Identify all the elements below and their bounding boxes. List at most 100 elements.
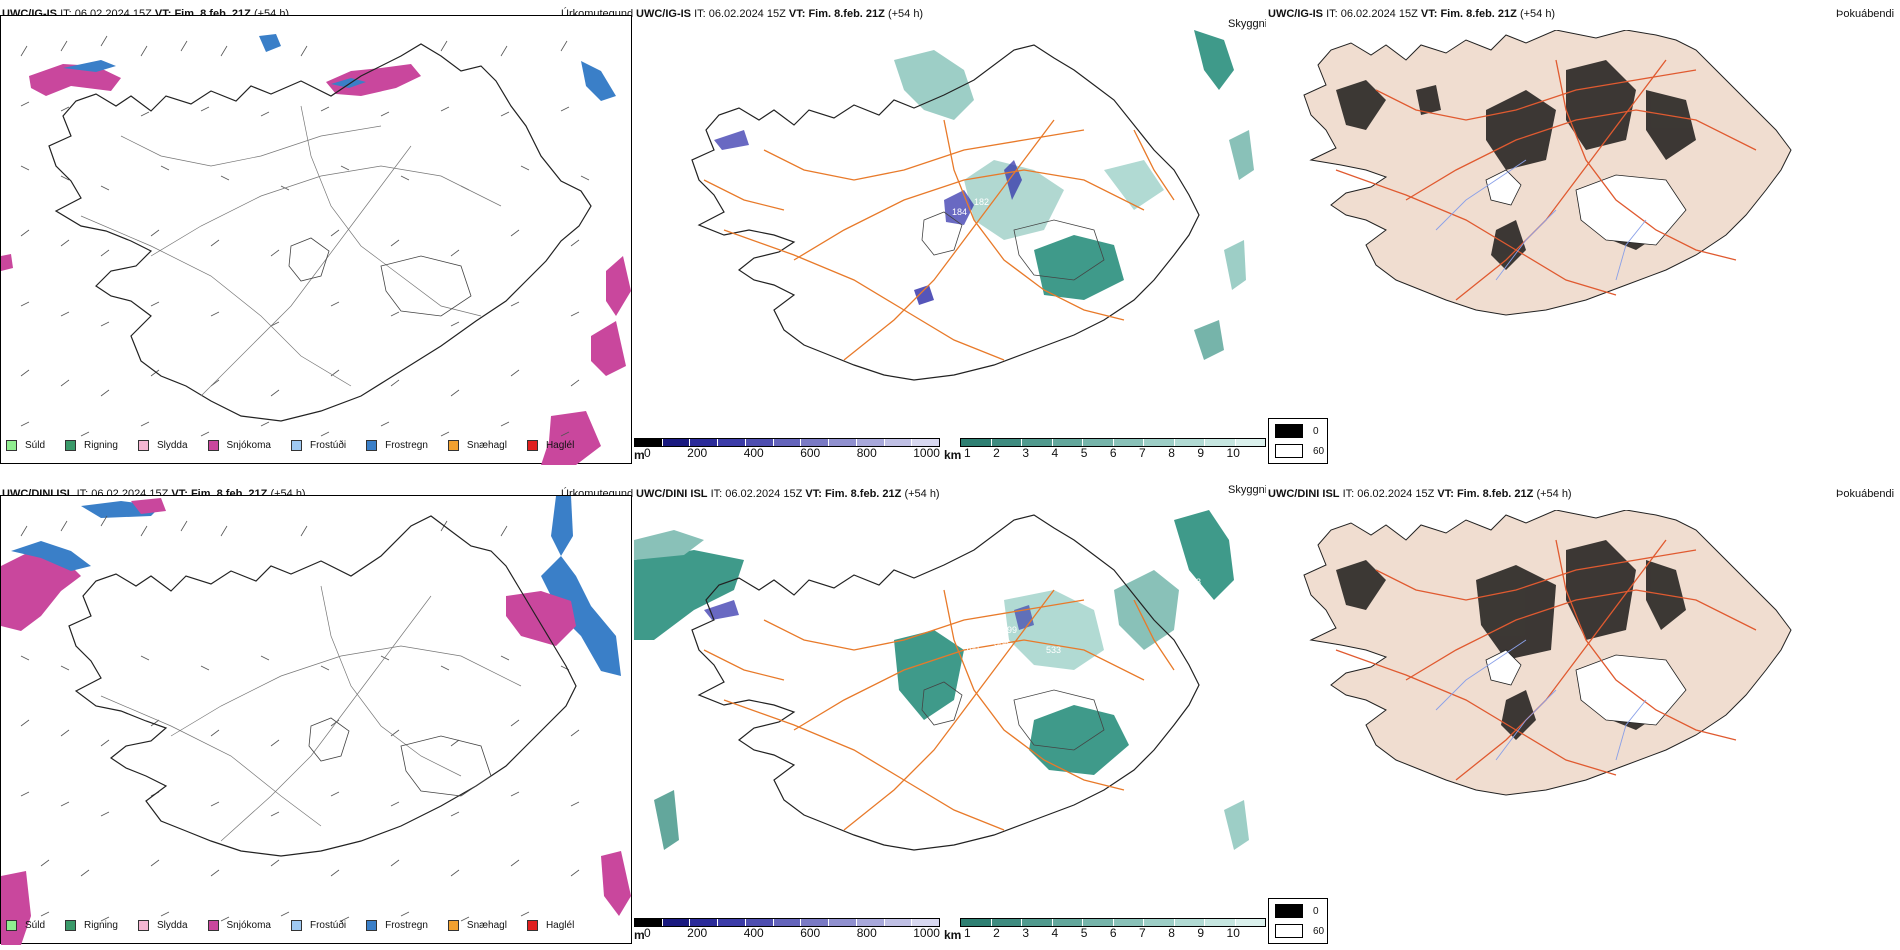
precip-panel-row2: UWC/DINI ISL IT: 06.02.2024 15Z VT: Fim.…: [0, 480, 634, 950]
snow-area: [259, 34, 281, 52]
panel-title: UWC/IG-IS IT: 06.02.2024 15Z VT: Fim. 8.…: [636, 8, 924, 20]
colorbar-cell: [718, 439, 746, 446]
legend-item: Frostúði: [290, 440, 346, 451]
panel-title: UWC/DINI ISL IT: 06.02.2024 15Z VT: Fim.…: [636, 488, 940, 500]
ceiling-value: 468: [964, 642, 979, 652]
glacier: [1013, 689, 1105, 751]
frz-rain-area: [551, 496, 573, 556]
ceiling-value: 699: [1002, 625, 1017, 635]
ceiling-value: 533: [1112, 701, 1127, 711]
low-ceiling-area: [944, 190, 974, 225]
frz-rain-area: [63, 60, 116, 72]
legend-swatch: [366, 440, 378, 451]
legend-item: Snjókoma: [207, 920, 271, 931]
snow-area: [131, 498, 166, 514]
colorbar-cell: [1174, 439, 1205, 446]
legend-item: Rigning: [65, 920, 118, 931]
iceland-precip-map: [1, 496, 631, 945]
legend-item: Snæhagl: [447, 920, 507, 931]
legend-item: Slydda: [137, 920, 188, 931]
ceiling-unit: m: [634, 928, 645, 942]
colorbar-cell: [856, 439, 885, 446]
snow-area: [1, 871, 31, 945]
snow-free-area: [1575, 174, 1687, 246]
ceiling-unit: m: [634, 448, 645, 462]
glacier: [921, 211, 963, 256]
colorbar-cell: [1022, 439, 1053, 446]
legend-item: Frostregn: [366, 920, 428, 931]
ceiling-ticks: 0 200 400 600 800 1000: [644, 926, 940, 940]
glacier: [921, 681, 963, 726]
fog-low-swatch: [1275, 424, 1303, 438]
fog-legend: 0 60: [1268, 418, 1328, 464]
iceland-fog-map: [1303, 30, 1792, 316]
glacier: [380, 255, 472, 317]
legend-swatch: [65, 920, 77, 931]
legend-item: Snæhagl: [447, 440, 507, 451]
roads: [80, 105, 502, 397]
legend-swatch: [290, 920, 302, 931]
fog-panel-row2: UWC/DINI ISL IT: 06.02.2024 15Z VT: Fim.…: [1266, 480, 1900, 950]
rivers: [1435, 639, 1647, 761]
roads: [1335, 59, 1757, 301]
visibility-ticks: 1 2 3 4 5 6 7 8 9 10: [964, 926, 1240, 940]
colorbar-cell: [1144, 439, 1175, 446]
colorbar-cell: [1052, 919, 1083, 926]
iceland-visibility-map: 184 182: [691, 30, 1254, 381]
colorbar-cell: [662, 919, 691, 926]
colorbar-cell: [1235, 919, 1265, 926]
ceiling-value: 533: [1046, 645, 1061, 655]
colorbar-cell: [884, 919, 913, 926]
colorbar-cell: [801, 919, 830, 926]
low-visibility-area: [1104, 160, 1164, 210]
map-frame: [0, 15, 632, 465]
wind-barbs: [20, 515, 580, 922]
legend-swatch: [137, 440, 149, 451]
legend-item: Súld: [6, 440, 45, 451]
colorbar-cell: [690, 439, 719, 446]
colorbar-cell: [912, 919, 940, 926]
legend-item: Haglél: [526, 920, 574, 931]
colorbar-cell: [856, 919, 885, 926]
iceland-land: [1303, 30, 1792, 316]
legend-item: Frostregn: [366, 440, 428, 451]
visibility-ticks: 1 2 3 4 5 6 7 8 9 10: [964, 446, 1240, 460]
colorbar-cell: [1083, 919, 1114, 926]
visibility-unit: km: [944, 928, 962, 942]
legend-swatch: [447, 920, 459, 931]
snow-area: [29, 64, 121, 96]
colorbar-cell: [773, 439, 802, 446]
fog-panel-row1: UWC/IG-IS IT: 06.02.2024 15Z VT: Fim. 8.…: [1266, 0, 1900, 470]
colorbar-cell: [1174, 919, 1205, 926]
roads: [703, 589, 1175, 831]
colorbar-cell: [635, 439, 663, 446]
iceland-coastline: [48, 43, 592, 422]
visibility-panel-row2: UWC/DINI ISL IT: 06.02.2024 15Z VT: Fim.…: [634, 480, 1266, 950]
fog-legend: 0 60: [1268, 898, 1328, 944]
snow-area: [506, 591, 576, 646]
snow-area: [591, 321, 626, 376]
frz-rain-area: [541, 556, 621, 676]
colorbar-cell: [912, 439, 940, 446]
roads: [1335, 539, 1757, 781]
snow-area: [326, 64, 421, 96]
legend-item: Snjókoma: [207, 440, 271, 451]
low-visibility-area: [964, 160, 1064, 240]
colorbar-cell: [635, 919, 663, 926]
iceland-visibility-map: 468 470 699 566 533 533 968: [634, 510, 1249, 851]
legend-swatch: [366, 920, 378, 931]
colorbar-cell: [1205, 439, 1236, 446]
precip-panel-row1: UWC/IG-IS IT: 06.02.2024 15Z VT: Fim. 8.…: [0, 0, 634, 470]
visibility-colorbar: [960, 918, 1266, 927]
legend-item: Súld: [6, 920, 45, 931]
low-ceiling-area: [704, 600, 739, 620]
legend-item: Frostúði: [290, 920, 346, 931]
snow-free-area: [1485, 169, 1522, 206]
frz-rain-area: [331, 78, 366, 88]
colorbar-cell: [961, 439, 992, 446]
legend-item: Haglél: [526, 440, 574, 451]
colorbar-cell: [745, 439, 774, 446]
low-visibility-area: [1229, 130, 1254, 180]
colorbar-cell: [991, 919, 1022, 926]
colorbar-cell: [1235, 439, 1265, 446]
